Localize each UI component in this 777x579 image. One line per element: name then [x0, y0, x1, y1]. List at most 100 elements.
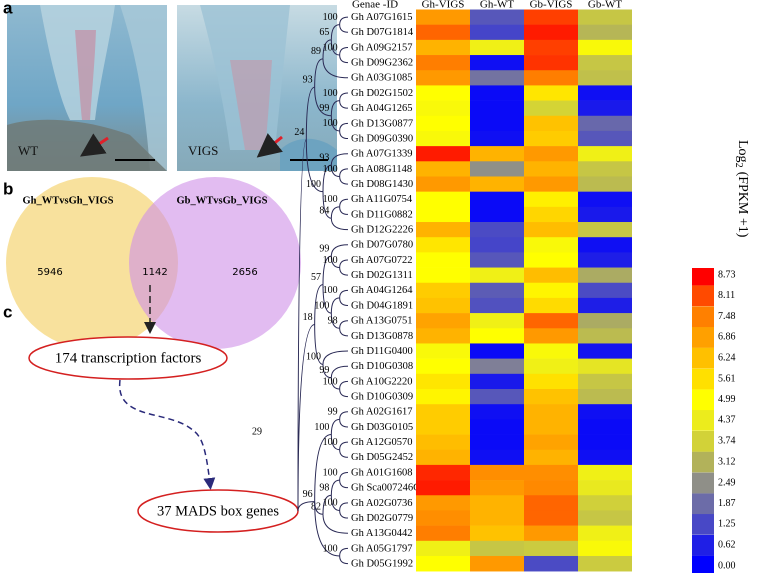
heatmap-cell	[524, 146, 578, 162]
colorbar-tick-label: 0.62	[718, 540, 736, 551]
heatmap-cell	[470, 115, 524, 132]
colorbar-title-part: 2	[733, 163, 744, 168]
tree-branch	[339, 555, 349, 565]
bootstrap-value: 100	[323, 255, 338, 266]
heatmap-cell	[470, 191, 524, 208]
heatmap-cell	[578, 130, 632, 147]
gene-id: Gh D11G0882	[351, 209, 413, 220]
tree-branch	[330, 377, 340, 390]
tree-branch	[339, 168, 349, 177]
bootstrap-value: 100	[323, 88, 338, 99]
tree-branch	[339, 100, 349, 109]
heatmap-cell	[578, 297, 632, 314]
gene-id: Gh D07G1814	[351, 27, 414, 38]
colorbar-tick-label: 4.99	[718, 394, 736, 405]
heatmap-cell	[416, 39, 470, 56]
gene-id: Gh A09G2157	[351, 42, 413, 53]
heatmap-cell	[470, 480, 524, 496]
gene-id: Gh D13G0877	[351, 118, 413, 129]
heatmap-cell	[470, 146, 524, 162]
heatmap-cell	[578, 176, 632, 192]
column-header: Gh-WT	[480, 0, 514, 11]
heatmap-cell	[470, 222, 524, 238]
tree-branch	[330, 100, 340, 116]
tree-branch	[330, 218, 349, 231]
heatmap-cell	[416, 404, 470, 420]
bootstrap-value: 100	[314, 422, 329, 433]
gene-id: Gh D10G0309	[351, 391, 413, 402]
tree-branch	[330, 24, 340, 40]
tree-branch	[297, 323, 315, 512]
heatmap-cell	[470, 24, 524, 41]
heatmap-cell	[470, 328, 524, 344]
colorbar-band	[692, 472, 714, 494]
heatmap-cell	[524, 191, 578, 208]
heatmap-cell	[416, 282, 470, 299]
tree-branch	[339, 380, 349, 390]
gene-id: Gh D07G0780	[351, 240, 413, 251]
bootstrap-value: 96	[303, 489, 313, 500]
bootstrap-value: 100	[314, 300, 329, 311]
heatmap-cell	[524, 206, 578, 223]
gene-id: Gh A01G1608	[351, 467, 413, 478]
heatmap-cell	[578, 70, 632, 86]
heatmap-cell	[578, 540, 632, 557]
heatmap-cell	[416, 540, 470, 557]
gene-id: Gh D11G0400	[351, 346, 413, 357]
tree-branch	[322, 58, 349, 79]
heatmap-cell	[578, 480, 632, 496]
colorbar-band	[692, 430, 714, 452]
tree-branch	[339, 46, 349, 56]
gene-id: Gh D02G1311	[351, 270, 413, 281]
heatmap-cell	[524, 297, 578, 314]
colorbar-tick-label: 8.11	[718, 290, 735, 301]
tree-branch	[339, 502, 349, 511]
heatmap-cell	[578, 55, 632, 71]
column-header: Gb-WT	[588, 0, 622, 11]
heatmap-cell	[416, 480, 470, 496]
heatmap-cell	[524, 267, 578, 284]
heatmap-cell	[416, 85, 470, 101]
gene-id: Gh A07G0722	[351, 255, 413, 266]
heatmap-cell	[578, 313, 632, 329]
heatmap-cell	[416, 100, 470, 117]
heatmap-cell	[524, 161, 578, 177]
heatmap-cell	[524, 480, 578, 496]
tree-branch	[330, 495, 340, 511]
bootstrap-value: 100	[323, 285, 338, 296]
heatmap-cell	[578, 389, 632, 405]
heatmap-cell	[470, 297, 524, 314]
gene-id: Gh D05G2452	[351, 452, 413, 463]
tree-branch	[339, 328, 349, 337]
colorbar-tick-label: 0.00	[718, 560, 736, 571]
tree-branch	[339, 297, 349, 307]
bootstrap-value: 100	[323, 164, 338, 175]
heatmap-cell	[524, 70, 578, 86]
heatmap-cell	[470, 555, 524, 572]
heatmap-cell	[524, 85, 578, 101]
heatmap-cell	[470, 130, 524, 147]
heatmap-cell	[416, 495, 470, 511]
venn-circle	[129, 177, 301, 349]
heatmap-cell	[416, 328, 470, 344]
heatmap-cell	[524, 252, 578, 268]
gene-id: Gh D02G0779	[351, 513, 413, 524]
heatmap-cell	[470, 495, 524, 511]
tree-branch	[339, 24, 349, 33]
heatmap-cell	[470, 252, 524, 268]
bootstrap-value: 100	[323, 194, 338, 205]
heatmap-cell	[578, 328, 632, 344]
colorbar-band	[692, 347, 714, 369]
heatmap-cell	[524, 176, 578, 192]
heatmap-cell	[524, 540, 578, 557]
bootstrap-value: 57	[311, 272, 321, 283]
column-header: Gh-VIGS	[422, 0, 465, 11]
gene-id: Gh A07G1615	[351, 12, 413, 23]
gene-id: Gh D09G0390	[351, 133, 413, 144]
column-header: Gb-VIGS	[530, 0, 573, 11]
heatmap-cell	[524, 404, 578, 420]
tree-branch	[322, 284, 332, 314]
heatmap-cell	[416, 389, 470, 405]
panel-label: b	[3, 179, 13, 198]
